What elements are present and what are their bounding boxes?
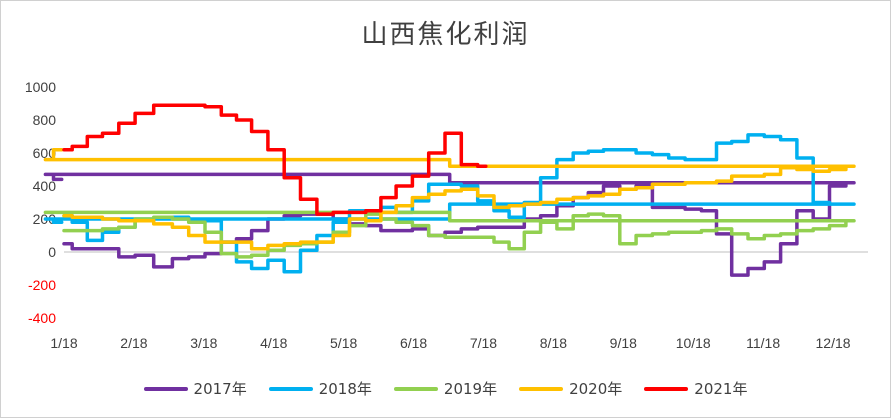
x-tick-label: 10/18 <box>676 335 711 351</box>
y-tick-label: 400 <box>33 178 57 194</box>
legend-label: 2019年 <box>443 380 498 398</box>
x-tick-label: 6/18 <box>400 335 427 351</box>
x-tick-label: 9/18 <box>610 335 637 351</box>
y-tick-label: 800 <box>33 112 57 128</box>
x-tick-label: 12/18 <box>816 335 851 351</box>
legend-label: 2020年 <box>569 380 623 398</box>
y-tick-label: 1000 <box>25 79 56 95</box>
series-line-2021年 <box>62 103 488 216</box>
legend-swatch <box>143 386 188 391</box>
legend-item: 2019年 <box>393 378 498 399</box>
legend-label: 2021年 <box>694 380 748 398</box>
legend-item: 2021年 <box>644 378 747 399</box>
legend-item: 2017年 <box>143 378 247 399</box>
legend-swatch <box>519 386 564 391</box>
legend-swatch <box>644 386 689 391</box>
x-axis-ticks: 1/18 2/18 3/18 4/18 5/18 6/18 7/18 8/18 9/18 10/1… <box>50 335 850 351</box>
x-tick-label: 3/18 <box>190 335 217 351</box>
x-tick-label: 11/18 <box>746 335 780 351</box>
legend-label: 2018年 <box>318 380 372 398</box>
x-tick-label: 4/18 <box>260 335 287 351</box>
series-line-2020年 <box>43 147 856 251</box>
x-tick-label: 7/18 <box>470 335 497 351</box>
legend-item: 2020年 <box>519 378 622 399</box>
y-tick-label: 0 <box>48 244 56 260</box>
y-tick-label: 600 <box>33 145 57 161</box>
legend-swatch <box>393 386 438 391</box>
series-line-2019年 <box>43 210 856 259</box>
series-line-2017年 <box>43 172 856 277</box>
y-tick-label: -400 <box>28 310 56 326</box>
x-tick-label: 2/18 <box>120 335 147 351</box>
series-line-2018年 <box>43 133 856 274</box>
legend: 2017年 2018年 2019年 2020年 2021年 <box>0 378 891 399</box>
legend-label: 2017年 <box>193 380 247 398</box>
chart-title: 山西焦化利润 <box>361 20 530 50</box>
x-tick-label: 8/18 <box>540 335 567 351</box>
x-tick-label: 1/18 <box>50 335 77 351</box>
legend-item: 2018年 <box>268 378 372 399</box>
series-lines <box>43 103 856 277</box>
legend-swatch <box>268 386 313 391</box>
x-tick-label: 5/18 <box>330 335 357 351</box>
y-tick-label: -200 <box>28 277 56 293</box>
